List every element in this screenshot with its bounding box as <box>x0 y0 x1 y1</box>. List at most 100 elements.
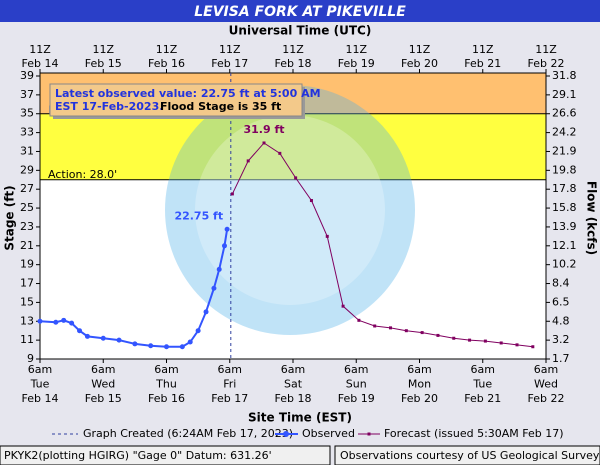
footer-right: Observations courtesy of US Geological S… <box>340 449 600 462</box>
forecast-point <box>468 338 472 342</box>
observed-point <box>69 320 75 326</box>
forecast-point <box>262 141 266 145</box>
observed-point <box>224 226 230 232</box>
forecast-point <box>531 345 535 349</box>
x-tick-label: Feb 21 <box>464 392 501 405</box>
y2-tick-label: 12.1 <box>552 239 577 252</box>
y-axis-title: Stage (ft) <box>3 185 17 250</box>
y2-tick-label: 8.4 <box>552 277 570 290</box>
forecast-point <box>230 192 234 196</box>
x-tick-label: Tue <box>30 378 50 391</box>
x-tick-label: Feb 19 <box>338 392 375 405</box>
x-tick-label: Sat <box>284 378 303 391</box>
y-tick-label: 31 <box>20 144 34 157</box>
x2-tick-label: Feb 19 <box>338 57 375 70</box>
x-tick-label: Feb 17 <box>211 392 248 405</box>
x-tick-label: 6am <box>91 363 115 376</box>
x-tick-label: Fri <box>223 378 236 391</box>
y2-tick-label: 15.8 <box>552 201 577 214</box>
flood-band <box>40 113 546 180</box>
forecast-point <box>341 304 345 308</box>
forecast-point <box>404 329 408 333</box>
x-tick-label: Feb 18 <box>275 392 312 405</box>
note-line: Latest observed value: 22.75 ft at 5:00 … <box>55 87 321 100</box>
x2-tick-label: 11Z <box>472 43 494 56</box>
observed-point <box>148 343 154 349</box>
y2-axis-title: Flow (kcfs) <box>585 181 599 255</box>
y2-tick-label: 3.2 <box>552 333 570 346</box>
footer-left: PKYK2(plotting HGIRG) "Gage 0" Datum: 63… <box>4 449 272 462</box>
observed-point <box>187 339 193 345</box>
x-tick-label: Thu <box>155 378 177 391</box>
y2-tick-label: 29.1 <box>552 88 577 101</box>
forecast-point <box>278 151 282 155</box>
forecast-point <box>436 333 440 337</box>
x2-tick-label: Feb 21 <box>464 57 501 70</box>
x-tick-label: Feb 22 <box>528 392 565 405</box>
legend-label: Observed <box>302 427 355 440</box>
y-tick-label: 21 <box>20 239 34 252</box>
legend-forecast-point <box>367 432 371 436</box>
x-tick-label: Mon <box>408 378 431 391</box>
x-tick-label: 6am <box>344 363 368 376</box>
x2-tick-label: 11Z <box>29 43 51 56</box>
observed-point <box>84 333 90 339</box>
y2-tick-label: 31.8 <box>552 69 577 82</box>
x2-tick-label: 11Z <box>409 43 431 56</box>
x-tick-label: Wed <box>91 378 115 391</box>
x2-tick-label: Feb 18 <box>275 57 312 70</box>
y2-tick-label: 17.8 <box>552 182 577 195</box>
footer-right-box <box>334 445 600 465</box>
value-label: 31.9 ft <box>244 123 285 136</box>
observed-point <box>203 309 209 315</box>
note-line: Flood Stage is 35 ft <box>160 100 281 113</box>
y-tick-label: 29 <box>20 163 34 176</box>
y-tick-label: 27 <box>20 182 34 195</box>
watermark <box>165 85 415 335</box>
y-tick-label: 35 <box>20 107 34 120</box>
x-tick-label: Feb 14 <box>22 392 59 405</box>
legend-label: Graph Created (6:24AM Feb 17, 2023) <box>83 427 293 440</box>
top-axis-title: Universal Time (UTC) <box>229 24 372 38</box>
y2-tick-label: 19.8 <box>552 163 577 176</box>
y2-tick-label: 21.9 <box>552 144 577 157</box>
forecast-point <box>452 336 456 340</box>
forecast-point <box>483 339 487 343</box>
forecast-point <box>420 331 424 335</box>
x-tick-label: 6am <box>154 363 178 376</box>
y2-tick-label: 6.5 <box>552 295 570 308</box>
x2-tick-label: 11Z <box>282 43 304 56</box>
plot-area: Action: 28.0'Minor: 35.0'3931.83729.1352… <box>20 43 577 405</box>
series-line <box>231 142 533 348</box>
y-tick-label: 9 <box>27 352 34 365</box>
observed-point <box>53 319 59 325</box>
x2-tick-label: Feb 22 <box>528 57 565 70</box>
x-tick-label: 6am <box>471 363 495 376</box>
x2-tick-label: 11Z <box>92 43 114 56</box>
forecast-point <box>357 318 361 322</box>
x2-tick-label: Feb 14 <box>22 57 59 70</box>
threshold-label: Action: 28.0' <box>48 168 117 181</box>
y2-tick-label: 4.8 <box>552 314 570 327</box>
observed-point <box>61 317 67 323</box>
x-tick-label: 6am <box>534 363 558 376</box>
observed-point <box>211 285 217 291</box>
x-tick-label: Feb 16 <box>148 392 185 405</box>
x2-tick-label: 11Z <box>156 43 178 56</box>
note-line: EST 17-Feb-2023. <box>55 100 163 113</box>
y2-tick-label: 24.2 <box>552 126 577 139</box>
y-tick-label: 17 <box>20 277 34 290</box>
note-box <box>49 83 303 117</box>
x2-tick-label: 11Z <box>535 43 557 56</box>
footer-left-box <box>0 445 331 465</box>
observed-point <box>132 341 138 347</box>
y2-tick-label: 13.9 <box>552 220 577 233</box>
y2-tick-label: 1.7 <box>552 352 570 365</box>
title-bar <box>0 0 600 22</box>
chart-title: LEVISA FORK AT PIKEVILLE <box>194 4 406 20</box>
forecast-point <box>325 234 329 238</box>
forecast-point <box>294 176 298 180</box>
observed-point <box>100 335 106 341</box>
x-tick-label: 6am <box>218 363 242 376</box>
